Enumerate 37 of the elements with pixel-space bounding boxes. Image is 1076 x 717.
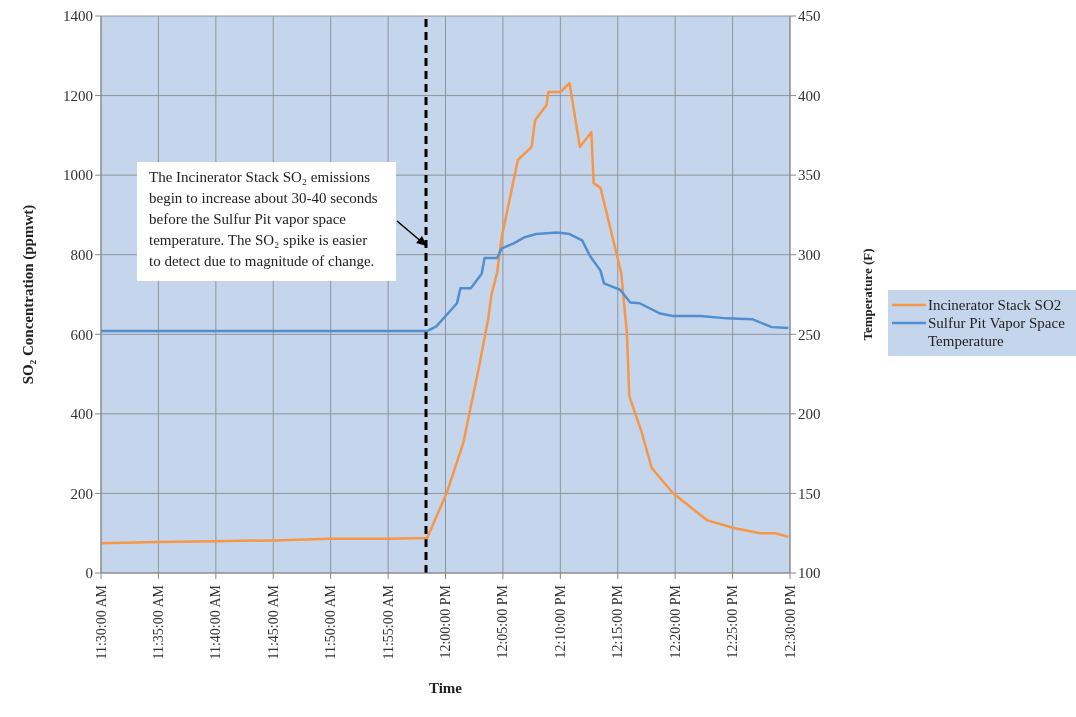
y-axis-title: SO₂ Concentration (ppmwt)	[20, 204, 37, 385]
annotation: The Incinerator Stack SO₂ emissions begin to increase about 30-40 seconds before the Sulfur Pit vapor space temperature. The SO₂ spike is easier to detect due to magnitude of change.	[149, 168, 378, 269]
x-tick-label: 12:20:00 PM	[667, 584, 683, 659]
x-tick-label: 11:50:00 AM	[323, 584, 339, 660]
x-tick-label: 11:35:00 AM	[150, 584, 166, 660]
y2-tick-label: 350	[798, 167, 821, 184]
y-tick-label: 600	[70, 326, 93, 343]
y2-tick-label: 100	[798, 565, 821, 582]
x-tick-label: 11:45:00 AM	[265, 584, 281, 660]
x-tick-label: 12:25:00 PM	[725, 584, 741, 659]
y2-tick-label: 450	[798, 8, 821, 25]
x-tick-label: 12:00:00 PM	[438, 584, 453, 659]
y-tick-label: 1200	[63, 87, 93, 104]
legend-label: Incinerator Stack SO2	[928, 296, 1062, 314]
y-tick-label: 800	[70, 247, 93, 264]
line-series	[101, 81, 790, 545]
y2-tick-label: 250	[798, 326, 821, 343]
y2-tick-label: 200	[798, 406, 821, 423]
x-tick-label: 12:05:00 PM	[495, 584, 511, 659]
x-tick-label: 11:55:00 AM	[380, 584, 396, 660]
y-tick-label: 200	[70, 485, 93, 502]
x-tick-label: 12:10:00 PM	[552, 584, 568, 659]
x-axis-title: Time	[428, 680, 463, 696]
y-tick-label: 400	[70, 406, 93, 423]
legend-label: Sulfur Pit Vapor Space Temperature	[928, 314, 1066, 350]
x-tick-label: 12:30:00 PM	[782, 584, 798, 659]
x-tick-label: 11:40:00 AM	[208, 584, 224, 660]
y-tick-label: 1400	[63, 8, 93, 25]
y2-tick-label: 300	[798, 247, 821, 264]
x-tick-label: 12:15:00 PM	[610, 584, 626, 659]
x-tick-label: 11:30:00 AM	[93, 584, 109, 660]
line-series	[101, 231, 790, 333]
y2-tick-label: 150	[798, 485, 821, 502]
y2-tick-label: 400	[798, 87, 821, 104]
y-tick-label: 1000	[63, 167, 93, 184]
y-tick-label: 0	[85, 565, 93, 582]
y2-axis-title: Temperature (F)	[860, 248, 875, 341]
